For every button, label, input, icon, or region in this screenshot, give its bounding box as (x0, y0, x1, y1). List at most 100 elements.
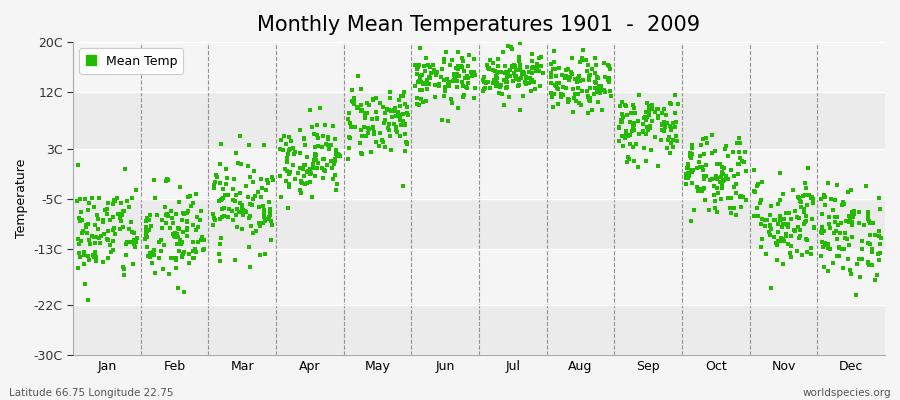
Point (173, 184, 187, 190)
Point (591, 86, 606, 92)
Point (119, 240, 133, 247)
Point (442, 79, 456, 85)
Point (834, 220, 849, 226)
Point (748, 189, 762, 195)
Point (124, 239, 139, 246)
Point (801, 165, 815, 172)
Point (564, 69, 579, 75)
Point (614, 119, 628, 125)
Point (545, 66, 560, 72)
Point (719, 172, 733, 179)
Point (72, 214, 86, 221)
Point (486, 60, 500, 66)
Point (497, 77, 511, 83)
Point (238, 208, 253, 214)
Point (747, 212, 761, 219)
Point (216, 213, 230, 219)
Point (282, 184, 296, 190)
Point (330, 181, 345, 188)
Point (142, 216, 157, 223)
Point (487, 77, 501, 83)
Point (300, 154, 314, 161)
Point (500, 43, 515, 50)
Point (670, 119, 684, 125)
Point (570, 91, 584, 98)
Point (855, 246, 869, 252)
Point (411, 78, 426, 85)
Point (191, 224, 205, 230)
Point (798, 218, 813, 224)
Point (292, 169, 306, 176)
Point (305, 165, 320, 172)
Point (597, 86, 611, 93)
Point (513, 106, 527, 113)
Point (769, 240, 783, 246)
Point (626, 158, 641, 164)
Point (310, 152, 324, 158)
Point (777, 216, 791, 222)
Point (707, 198, 722, 204)
Point (547, 90, 562, 97)
Point (751, 213, 765, 219)
Point (450, 84, 464, 90)
Point (428, 94, 443, 100)
Bar (73, 42, 885, 92)
Point (292, 126, 307, 133)
Point (320, 162, 335, 168)
Point (814, 229, 828, 236)
Point (806, 225, 821, 231)
Point (623, 140, 637, 147)
Point (705, 132, 719, 138)
Point (566, 86, 580, 92)
Point (860, 240, 875, 247)
Point (412, 61, 427, 68)
Point (565, 71, 580, 77)
Point (255, 185, 269, 191)
Point (81, 253, 95, 259)
Point (122, 204, 136, 210)
Point (412, 45, 427, 51)
Point (116, 208, 130, 214)
Point (781, 241, 796, 248)
Point (263, 208, 277, 214)
Point (732, 135, 746, 142)
Point (328, 187, 343, 193)
Point (763, 222, 778, 229)
Point (680, 164, 694, 171)
Point (342, 110, 356, 116)
Point (516, 93, 530, 99)
Point (77, 280, 92, 287)
Point (180, 233, 194, 239)
Point (150, 212, 165, 218)
Point (505, 63, 519, 69)
Point (362, 102, 376, 109)
Point (592, 90, 607, 96)
Point (88, 249, 103, 255)
Point (450, 66, 464, 72)
Point (447, 74, 462, 80)
Point (615, 119, 629, 125)
Point (312, 105, 327, 112)
Point (754, 236, 769, 242)
Point (734, 194, 748, 201)
Point (559, 66, 573, 73)
Point (426, 62, 440, 68)
Point (461, 62, 475, 69)
Point (784, 242, 798, 249)
Point (598, 89, 612, 95)
Point (302, 166, 317, 173)
Point (663, 123, 678, 129)
Point (116, 266, 130, 272)
Point (167, 255, 182, 262)
Point (214, 213, 229, 220)
Point (614, 117, 628, 124)
Point (456, 57, 471, 64)
Point (861, 259, 876, 265)
Point (432, 81, 446, 88)
Point (583, 98, 598, 104)
Point (747, 167, 761, 174)
Point (568, 91, 582, 97)
Point (437, 87, 452, 93)
Point (252, 204, 266, 211)
Point (72, 241, 86, 247)
